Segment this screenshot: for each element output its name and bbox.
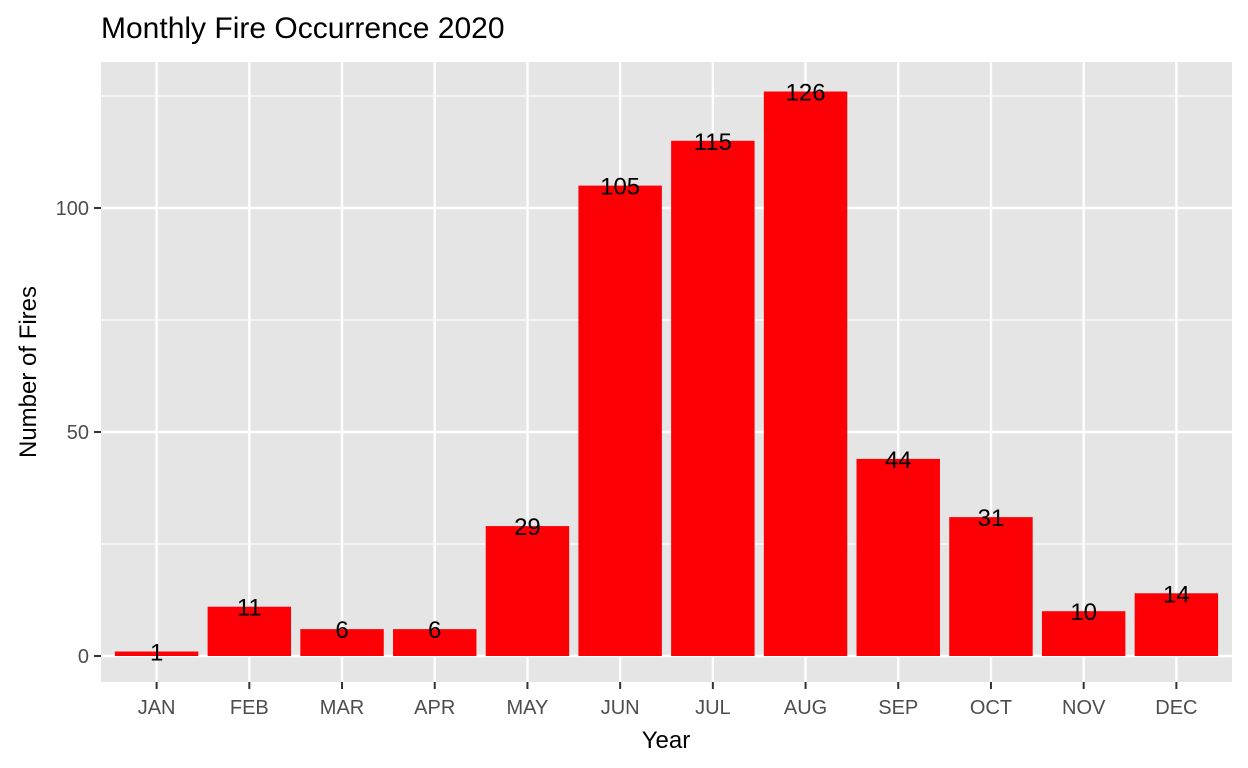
bar-aug (763, 91, 848, 656)
x-tick-label-apr: APR (414, 697, 455, 719)
bar-jul (671, 140, 755, 657)
y-tick-label: 50 (67, 422, 89, 444)
bar-label-may: 29 (514, 514, 541, 541)
bar-oct (949, 517, 1033, 656)
bar-jan (114, 651, 199, 656)
bar-feb (207, 606, 292, 656)
bar-label-jan: 1 (150, 640, 163, 667)
plot-panel (101, 62, 1232, 682)
x-tick-label-mar: MAR (320, 697, 364, 719)
bar-label-oct: 31 (978, 505, 1005, 532)
bar-nov (1041, 611, 1126, 656)
x-tick-label-feb: FEB (230, 697, 269, 719)
x-tick-label-sep: SEP (878, 697, 918, 719)
bar-apr (393, 629, 477, 656)
bar-label-aug: 126 (786, 80, 826, 107)
y-axis: 0 50 100 (56, 198, 101, 668)
y-axis-title: Number of Fires (15, 286, 42, 458)
x-tick-label-aug: AUG (784, 697, 827, 719)
bar-label-apr: 6 (428, 617, 441, 644)
bar-label-jun: 105 (600, 174, 640, 201)
x-tick-label-jun: JUN (601, 697, 640, 719)
bar-may (485, 526, 570, 656)
bar-label-feb: 11 (237, 595, 262, 622)
bar-sep (856, 458, 940, 656)
x-tick-label-may: MAY (507, 697, 549, 719)
y-tick-label: 0 (78, 646, 89, 668)
x-tick-label-oct: OCT (970, 697, 1012, 719)
bar-mar (300, 629, 384, 656)
bar-label-jul: 115 (694, 129, 732, 156)
y-tick-label: 100 (56, 198, 89, 220)
bar-label-nov: 10 (1070, 599, 1097, 626)
bar-label-sep: 44 (885, 447, 912, 474)
bar-label-dec: 14 (1163, 581, 1190, 608)
chart-title: Monthly Fire Occurrence 2020 (101, 12, 505, 45)
minor-gridlines (101, 95, 1232, 545)
bar-dec (1134, 593, 1219, 656)
x-axis: JAN FEB MAR APR MAY JUN JUL AUG SEP OCT NOV DEC (138, 682, 1197, 719)
x-axis-title: Year (642, 727, 691, 754)
bar-label-mar: 6 (335, 617, 348, 644)
x-tick-label-jul: JUL (695, 697, 731, 719)
x-tick-label-nov: NOV (1062, 697, 1106, 719)
x-tick-label-dec: DEC (1155, 697, 1197, 719)
bars-group (114, 91, 1219, 657)
bar-jun (578, 185, 662, 656)
x-tick-label-jan: JAN (138, 697, 176, 719)
